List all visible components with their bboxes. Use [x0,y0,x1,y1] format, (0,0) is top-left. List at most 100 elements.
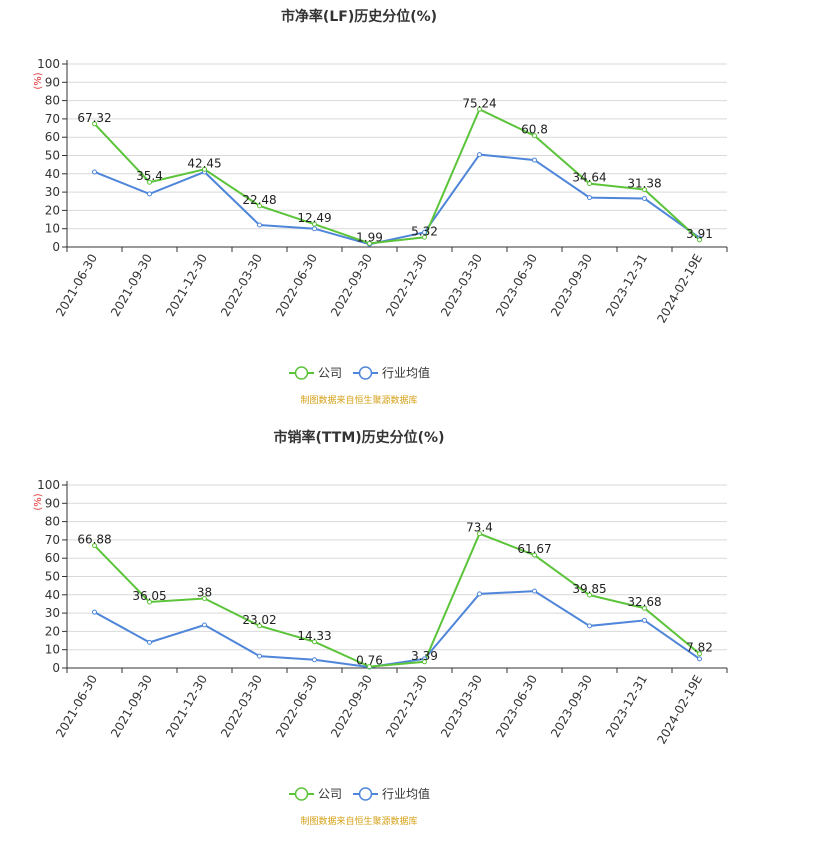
x-tick-label: 2021-12-30 [163,673,210,740]
data-point[interactable] [642,187,647,193]
legend-marker [358,366,373,380]
data-label: 61.67 [517,542,551,556]
data-point[interactable] [422,659,427,665]
x-tick-label: 2022-12-30 [383,252,430,319]
data-point[interactable] [202,595,207,601]
y-tick-label: 90 [45,75,60,89]
y-tick-label: 50 [45,570,60,584]
data-point[interactable] [92,169,97,175]
data-label: 67.32 [77,111,111,125]
data-point[interactable] [147,639,152,645]
data-label: 42.45 [187,156,221,170]
x-tick-label: 2023-06-30 [493,673,540,740]
x-tick-label: 2022-03-30 [218,252,265,319]
data-point[interactable] [202,622,207,628]
x-tick-label: 2023-09-30 [548,252,595,319]
legend-item[interactable]: 行业均值 [353,365,430,380]
data-label: 31.38 [627,177,661,191]
y-tick-label: 0 [52,240,60,254]
data-point[interactable] [587,623,592,629]
x-tick-label: 2022-06-30 [273,673,320,740]
data-point[interactable] [92,609,97,615]
data-point[interactable] [642,617,647,623]
data-point[interactable] [477,531,482,537]
data-point[interactable] [422,229,427,235]
y-tick-label: 60 [45,551,60,565]
data-point[interactable] [697,656,702,662]
series-line [94,590,701,669]
data-point[interactable] [257,203,262,209]
data-point[interactable] [587,181,592,187]
data-point[interactable] [532,157,537,163]
data-label: 60.8 [521,123,548,137]
y-tick-label: 10 [45,643,60,657]
legend-item[interactable]: 公司 [289,787,342,801]
chart-title: 市净率(LF)历史分位(%) [281,8,437,25]
data-point[interactable] [477,106,482,112]
data-point[interactable] [587,592,592,598]
data-label: 5.32 [411,224,438,238]
data-point[interactable] [257,222,262,228]
legend-label: 公司 [318,787,342,801]
data-label: 38 [197,585,212,599]
data-point[interactable] [312,639,317,645]
x-tick-label: 2023-12-31 [603,673,650,740]
legend-item[interactable]: 行业均值 [353,786,430,801]
legend-item[interactable]: 公司 [289,366,342,380]
data-point[interactable] [532,588,537,594]
x-tick-label: 2022-09-30 [328,673,375,740]
y-tick-label: 100 [37,478,60,492]
data-point[interactable] [367,664,372,670]
y-tick-label: 10 [45,222,60,236]
x-tick-label: 2022-09-30 [328,252,375,319]
chart-svg-ps: 市销率(TTM)历史分位(%) (%) 制图数据来自恒生聚源数据库 0 10 20 3… [33,429,728,827]
data-label: 0.76 [356,654,383,668]
data-point[interactable] [312,226,317,232]
data-point[interactable] [147,191,152,197]
data-point[interactable] [92,543,97,549]
data-point[interactable] [92,121,97,127]
data-point[interactable] [147,179,152,185]
data-label: 35.4 [136,169,163,183]
x-tick-label: 2021-06-30 [53,673,100,740]
data-point[interactable] [422,234,427,240]
data-label: 36.05 [132,589,166,603]
data-point[interactable] [367,240,372,246]
y-tick-label: 80 [45,94,60,108]
data-source-note: 制图数据来自恒生聚源数据库 [300,394,417,406]
y-tick-label: 0 [52,661,60,675]
x-tick-label: 2022-12-30 [383,673,430,740]
x-tick-label: 2023-03-30 [438,252,485,319]
x-tick-label: 2023-09-30 [548,673,595,740]
data-point[interactable] [532,133,537,139]
data-point[interactable] [697,237,702,243]
data-label: 14.33 [297,629,331,643]
data-point[interactable] [532,552,537,558]
data-point[interactable] [642,605,647,611]
data-label: 32.68 [627,595,661,609]
y-tick-label: 70 [45,533,60,547]
x-tick-label: 2021-12-30 [163,252,210,319]
data-point[interactable] [257,653,262,659]
data-label: 3.91 [686,227,713,241]
data-point[interactable] [147,599,152,605]
x-tick-label: 2023-06-30 [493,252,540,319]
data-label: 1.99 [356,230,383,244]
data-point[interactable] [697,651,702,657]
data-point[interactable] [477,152,482,158]
data-point[interactable] [202,166,207,172]
legend-label: 行业均值 [382,786,430,801]
data-point[interactable] [642,196,647,202]
data-point[interactable] [257,623,262,629]
data-label: 3.39 [411,649,438,663]
chart-title: 市销率(TTM)历史分位(%) [274,429,445,446]
y-tick-label: 90 [45,496,60,510]
data-point[interactable] [477,591,482,597]
data-point[interactable] [312,657,317,663]
x-tick-label: 2021-09-30 [108,673,155,740]
data-label: 73.4 [466,521,493,535]
legend-marker [358,787,373,801]
y-tick-label: 20 [45,203,60,217]
data-point[interactable] [587,195,592,201]
data-point[interactable] [312,221,317,227]
